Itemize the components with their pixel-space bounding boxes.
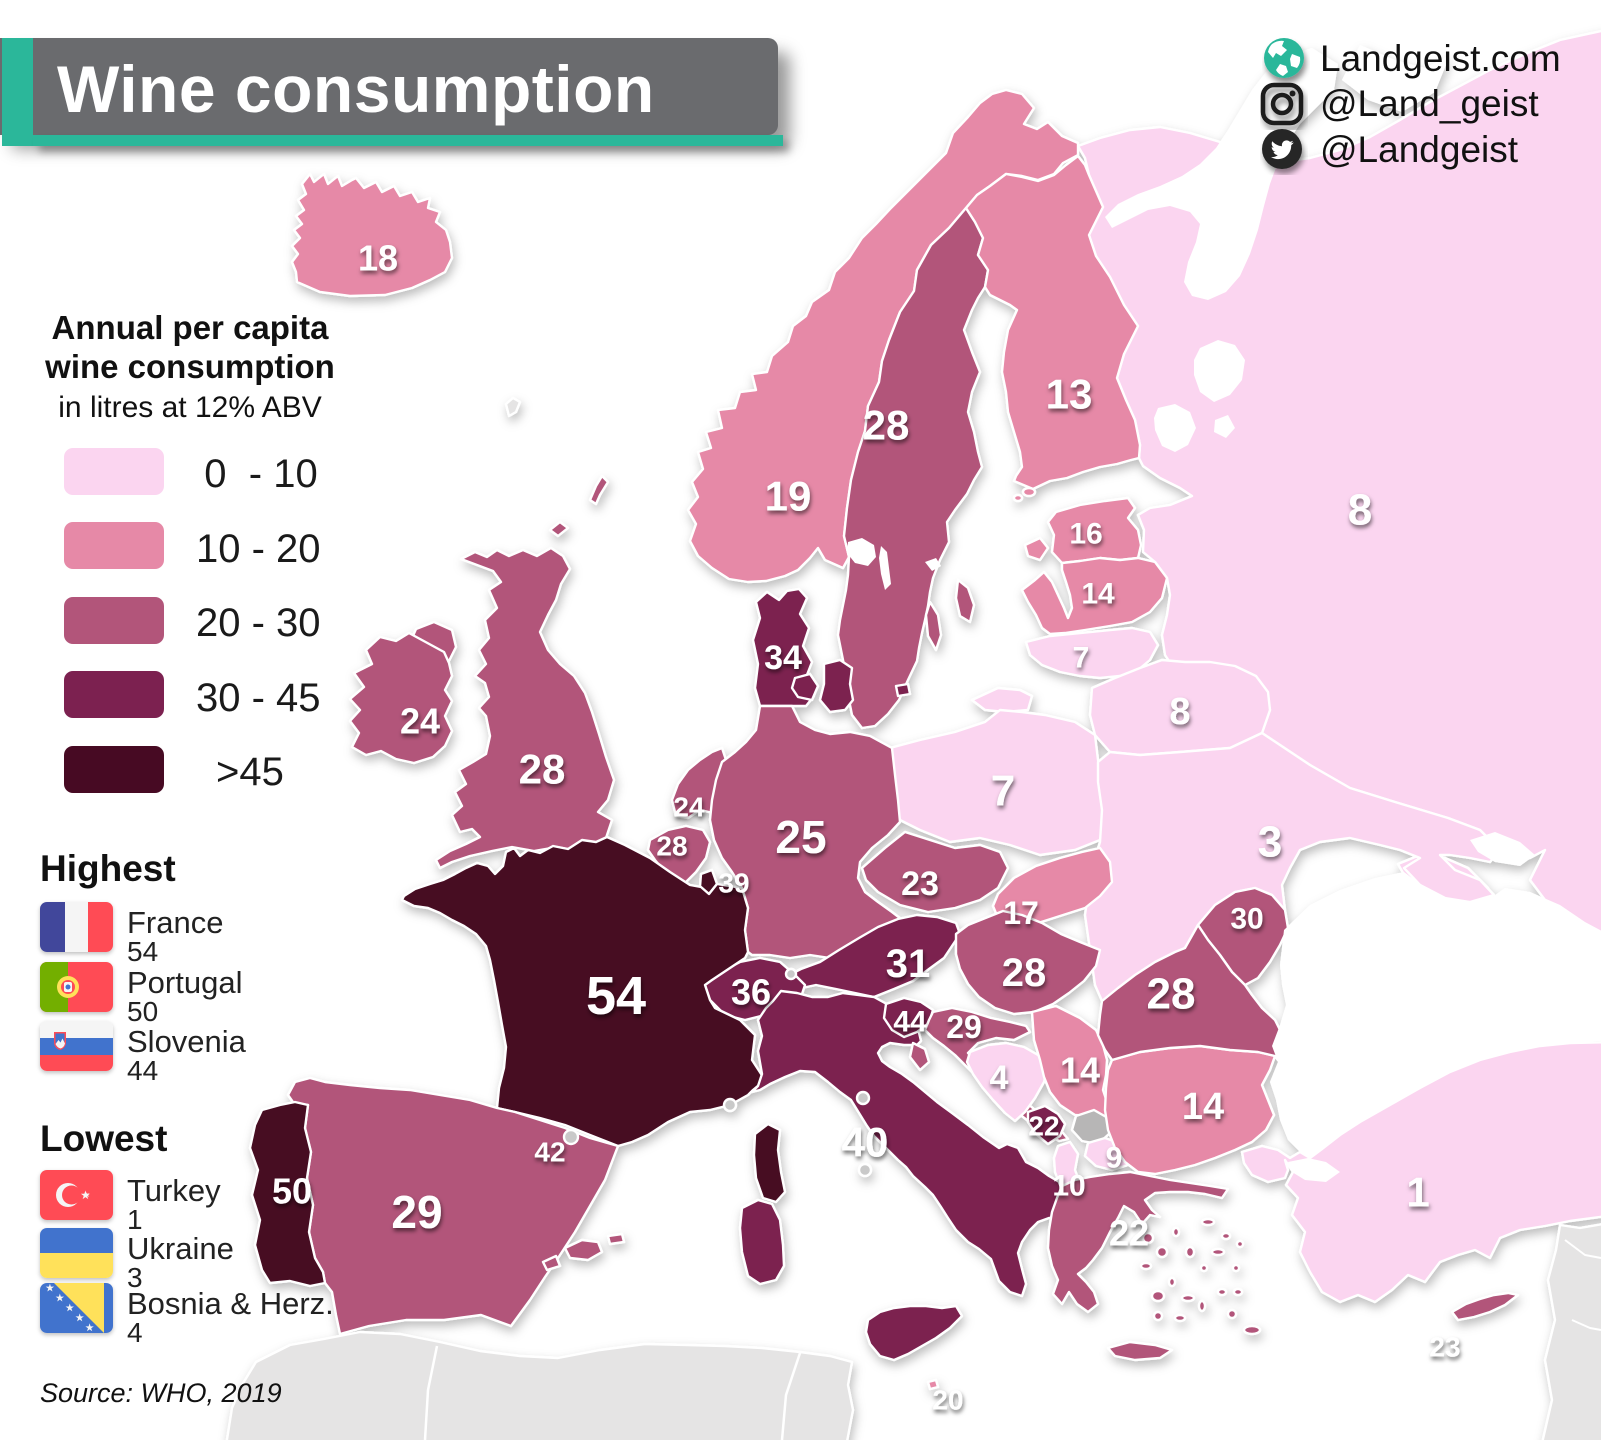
svg-text:14: 14 xyxy=(1182,1086,1224,1128)
svg-text:17: 17 xyxy=(1003,895,1039,931)
svg-text:50: 50 xyxy=(272,1171,312,1212)
svg-text:39: 39 xyxy=(718,868,749,899)
svg-text:7: 7 xyxy=(1073,642,1090,675)
svg-text:54: 54 xyxy=(586,966,646,1026)
svg-text:44: 44 xyxy=(893,1006,927,1039)
svg-text:42: 42 xyxy=(534,1137,565,1168)
svg-text:23: 23 xyxy=(901,865,939,903)
svg-text:29: 29 xyxy=(946,1009,982,1045)
svg-text:20: 20 xyxy=(932,1385,963,1416)
svg-text:13: 13 xyxy=(1046,371,1093,418)
svg-text:14: 14 xyxy=(1060,1050,1100,1091)
svg-text:40: 40 xyxy=(842,1119,889,1166)
svg-text:28: 28 xyxy=(863,402,910,449)
svg-text:24: 24 xyxy=(673,792,705,823)
svg-text:22: 22 xyxy=(1109,1213,1149,1254)
svg-text:28: 28 xyxy=(1002,951,1047,995)
svg-text:9: 9 xyxy=(1106,1142,1123,1175)
svg-text:36: 36 xyxy=(731,972,771,1013)
svg-text:22: 22 xyxy=(1028,1111,1059,1142)
svg-text:19: 19 xyxy=(765,473,812,520)
svg-text:24: 24 xyxy=(400,701,440,742)
svg-text:31: 31 xyxy=(886,942,931,986)
svg-text:8: 8 xyxy=(1169,691,1190,733)
svg-text:18: 18 xyxy=(358,238,398,279)
svg-text:30: 30 xyxy=(1230,903,1263,936)
svg-text:25: 25 xyxy=(775,811,826,863)
svg-text:10: 10 xyxy=(1052,1170,1085,1203)
svg-text:4: 4 xyxy=(990,1059,1009,1097)
svg-text:1: 1 xyxy=(1406,1169,1429,1216)
svg-text:3: 3 xyxy=(1258,818,1282,867)
svg-text:7: 7 xyxy=(991,767,1015,816)
svg-text:8: 8 xyxy=(1348,486,1372,535)
svg-text:34: 34 xyxy=(764,639,802,677)
svg-text:16: 16 xyxy=(1069,518,1102,551)
svg-text:28: 28 xyxy=(1147,970,1196,1019)
svg-text:28: 28 xyxy=(656,831,687,862)
svg-text:29: 29 xyxy=(391,1186,442,1238)
svg-text:14: 14 xyxy=(1081,578,1115,611)
svg-text:23: 23 xyxy=(1429,1332,1460,1363)
svg-text:28: 28 xyxy=(519,746,566,793)
